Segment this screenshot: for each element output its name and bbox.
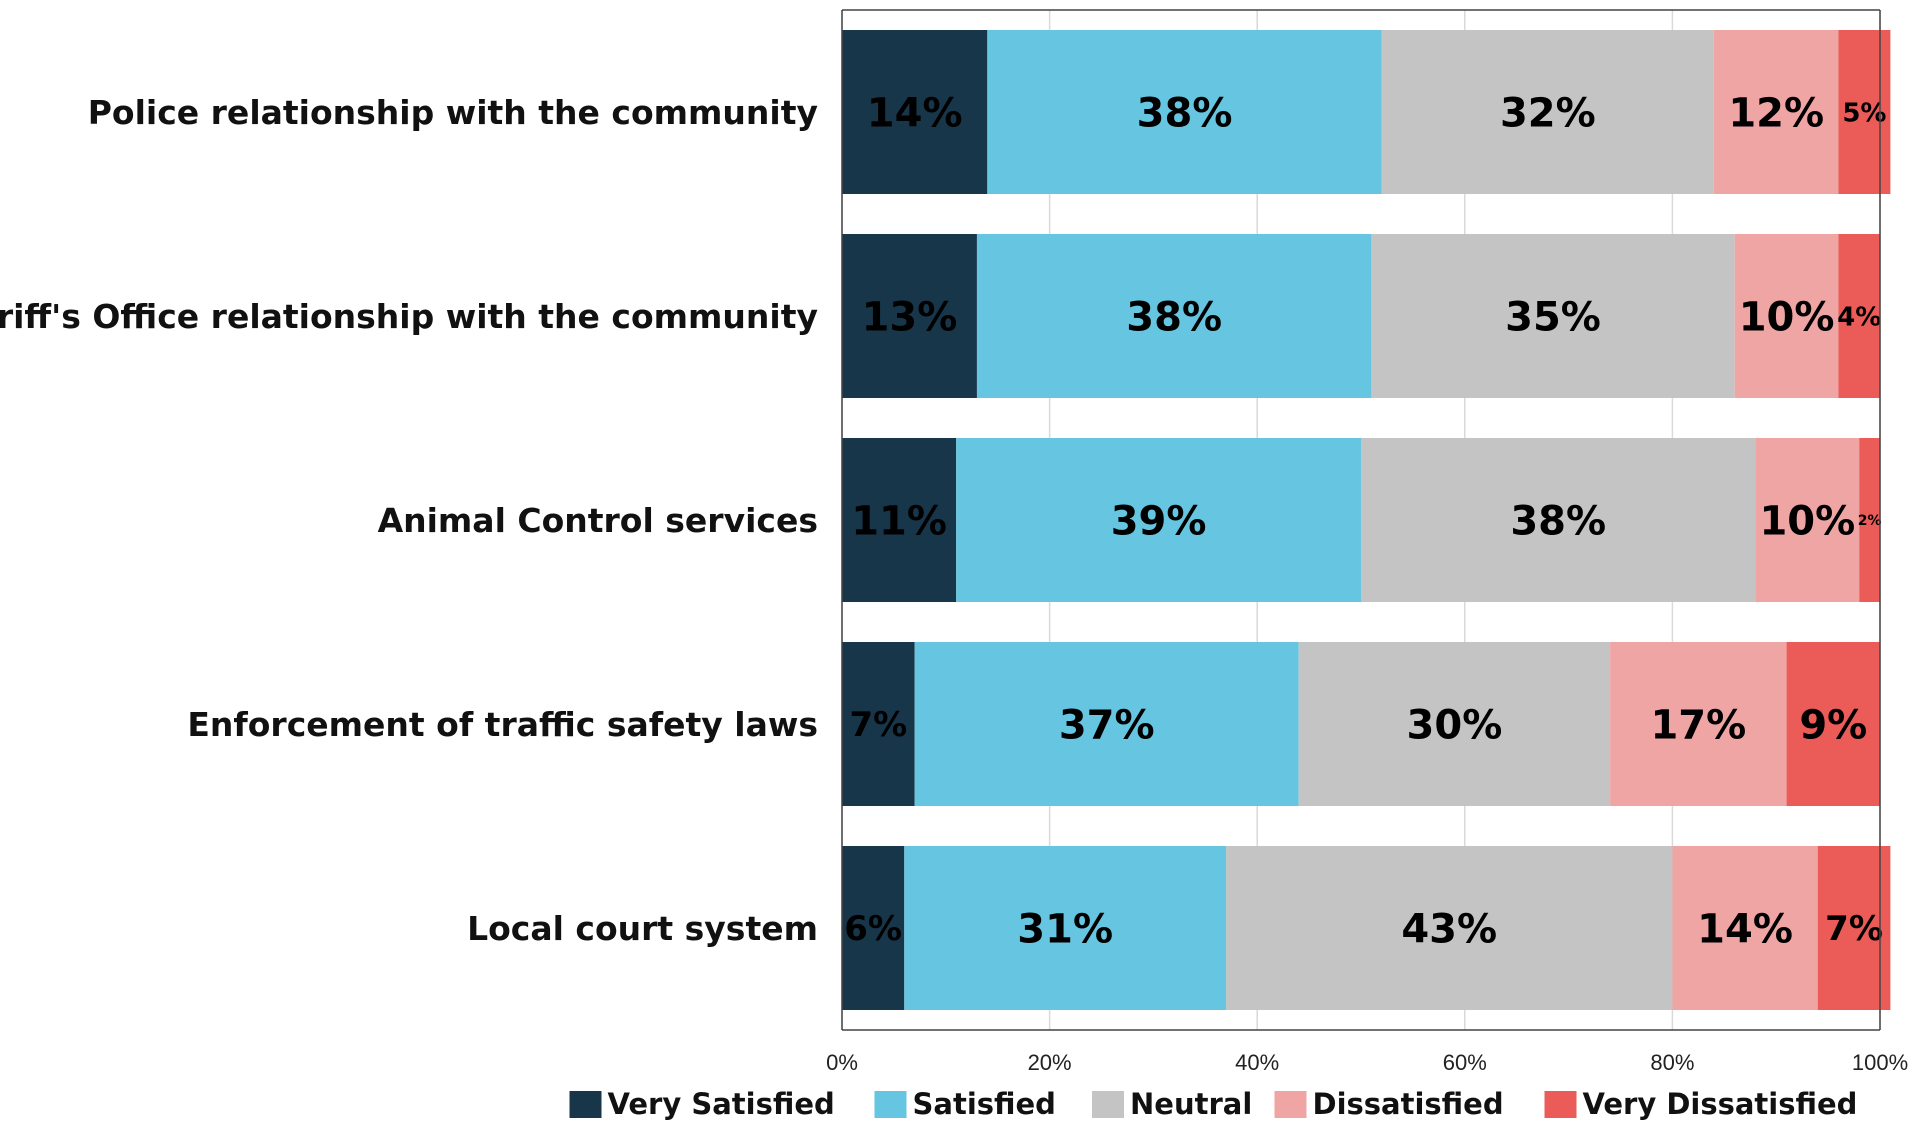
bar-segment-very-dissatisfied [1838,234,1880,398]
bar-segment-dissatisfied [1755,438,1860,602]
x-tick-label: 100% [1852,1050,1908,1075]
category-label: Animal Control services [378,501,818,540]
bar-segment-dissatisfied [1713,30,1839,194]
data-label: 32% [1500,90,1596,136]
bar-segment-dissatisfied [1672,846,1818,1010]
legend-label: Dissatisfied [1313,1087,1504,1121]
data-label: 7% [849,705,907,745]
bar-segment-satisfied [976,234,1372,398]
data-label: 43% [1401,906,1497,952]
data-label: 38% [1126,294,1222,340]
legend-swatch-dissatisfied [1274,1091,1307,1118]
x-tick-label: 0% [826,1050,858,1075]
category-label: Police relationship with the community [88,93,818,132]
data-label: 10% [1739,294,1835,340]
category-label: Local court system [467,909,818,948]
bar-segment-very-dissatisfied [1838,30,1891,194]
data-label: 7% [1825,909,1883,949]
bar-segment-very-satisfied [842,438,957,602]
x-tick-label: 40% [1235,1050,1279,1075]
bar-segment-neutral [1381,30,1714,194]
legend-swatch-satisfied [874,1091,907,1118]
data-label: 2% [1858,513,1882,529]
data-label: 14% [867,90,963,136]
data-label: 30% [1407,702,1503,748]
category-label: Enforcement of traffic safety laws [187,705,818,744]
bar-segment-dissatisfied [1610,642,1787,806]
data-label: 4% [1837,302,1881,332]
bar-segment-very-dissatisfied [1786,642,1880,806]
x-tick-label: 80% [1650,1050,1694,1075]
data-label: 12% [1728,90,1824,136]
axes [841,9,1881,1031]
data-label: 38% [1510,498,1606,544]
data-label: 13% [862,294,958,340]
bar-segment-neutral [1226,846,1673,1010]
legend-label: Satisfied [913,1087,1056,1121]
x-tick-labels: 0% 20% 40% 60% 80% 100% [826,1050,1908,1075]
bar-segment-satisfied [904,846,1227,1010]
bar-segment-very-satisfied [842,234,977,398]
bar-segment-dissatisfied [1734,234,1839,398]
data-label: 17% [1650,702,1746,748]
bar-segment-satisfied [987,30,1382,194]
legend-swatch-very-satisfied [569,1091,602,1118]
bar-segment-very-dissatisfied [1859,438,1880,602]
data-label: 38% [1137,90,1233,136]
bar-segment-very-satisfied [842,30,988,194]
bar-segment-very-satisfied [842,846,905,1010]
data-label: 9% [1799,702,1867,748]
legend-label: Very Dissatisfied [1583,1087,1858,1121]
legend-swatch-very-dissatisfied [1544,1091,1577,1118]
legend-label: Very Satisfied [608,1087,835,1121]
category-label: Sheriff's Office relationship with the c… [0,297,818,336]
data-label: 35% [1505,294,1601,340]
data-label: 11% [851,498,947,544]
legend: Very Satisfied Satisfied Neutral Dissatisfi… [569,1087,1858,1121]
x-tick-label: 60% [1443,1050,1487,1075]
bar-segment-very-satisfied [842,642,915,806]
data-label: 10% [1759,498,1855,544]
x-tick-label: 20% [1028,1050,1072,1075]
data-label: 39% [1111,498,1207,544]
bar-segment-satisfied [956,438,1361,602]
bar-segment-very-dissatisfied [1817,846,1891,1010]
bar-segment-neutral [1298,642,1611,806]
bars: 14% 38% 32% 12% 5%13% 38% 35% 10% 4%11% 39% 38% 10%… [842,30,1891,1010]
data-label: 5% [1842,98,1886,128]
bar-segment-neutral [1361,438,1756,602]
data-label: 37% [1059,702,1155,748]
category-labels: Police relationship with the community Sh… [0,93,818,948]
bar-segment-satisfied [914,642,1299,806]
legend-swatch-neutral [1092,1091,1124,1118]
data-label: 31% [1017,906,1113,952]
bar-segment-neutral [1371,234,1735,398]
legend-label: Neutral [1130,1087,1252,1121]
data-label: 14% [1697,906,1793,952]
data-label: 6% [844,909,902,949]
